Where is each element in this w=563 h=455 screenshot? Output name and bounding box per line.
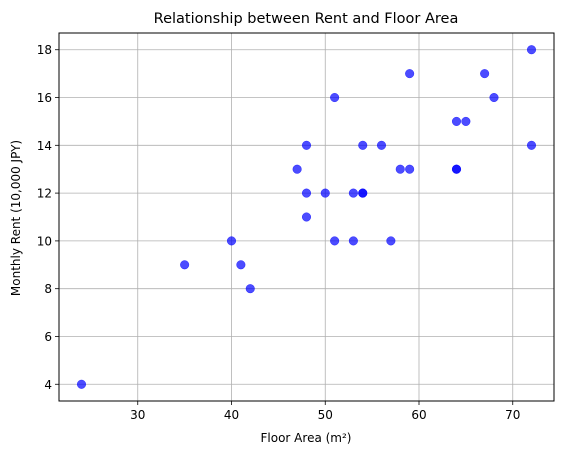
plot-area-frame (58, 32, 555, 402)
data-point (330, 92, 340, 103)
x-tick-label: 60 (411, 408, 426, 422)
y-axis-title: Monthly Rent (10,000 JPY) (9, 140, 23, 296)
y-tick-label: 4 (44, 378, 52, 392)
data-points (76, 45, 537, 389)
data-point (451, 164, 462, 174)
data-point (226, 236, 237, 246)
data-point (348, 188, 358, 198)
y-tick-label: 14 (37, 139, 52, 153)
data-point (489, 92, 499, 103)
y-tick-label: 16 (37, 91, 52, 105)
y-tick-label: 12 (37, 187, 52, 201)
data-point (451, 116, 462, 126)
data-point (245, 284, 255, 294)
data-point (358, 140, 368, 150)
y-axis-ticks: 4 6 8 10 12 14 16 18 (37, 43, 59, 392)
data-point (376, 140, 387, 150)
x-tick-label: 70 (505, 408, 520, 422)
data-point (292, 164, 302, 174)
data-point (461, 116, 471, 126)
data-point (301, 140, 312, 150)
x-tick-label: 40 (224, 408, 239, 422)
data-point (526, 45, 537, 55)
data-point (301, 188, 312, 198)
chart-title: Relationship between Rent and Floor Area (154, 11, 459, 27)
data-point (358, 188, 368, 198)
data-point (405, 69, 415, 79)
y-tick-label: 18 (37, 43, 52, 57)
y-tick-label: 8 (44, 282, 52, 296)
data-point (405, 164, 415, 174)
data-point (330, 236, 340, 246)
data-point (180, 260, 190, 270)
y-tick-label: 10 (37, 234, 52, 248)
data-point (386, 236, 396, 246)
x-axis-title: Floor Area (m²) (261, 431, 352, 445)
data-point (320, 188, 330, 198)
x-tick-label: 50 (318, 408, 333, 422)
x-axis-ticks: 30 40 50 60 70 (130, 401, 520, 422)
data-point (480, 69, 490, 79)
y-tick-label: 6 (44, 330, 52, 344)
x-tick-label: 30 (130, 408, 145, 422)
data-point (526, 140, 537, 150)
data-point (236, 260, 246, 270)
data-point (348, 236, 358, 246)
data-point (301, 212, 312, 222)
data-point (76, 379, 87, 389)
data-point (395, 164, 405, 174)
